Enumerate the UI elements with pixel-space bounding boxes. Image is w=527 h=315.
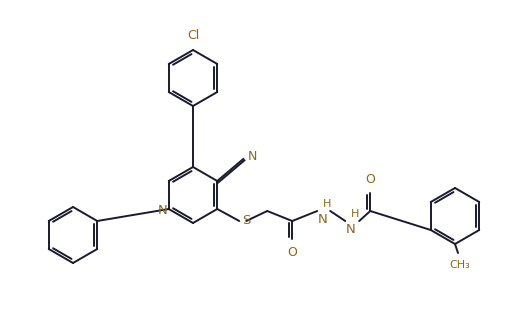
Text: H: H bbox=[323, 199, 331, 209]
Text: N: N bbox=[158, 203, 168, 216]
Text: CH₃: CH₃ bbox=[450, 260, 471, 270]
Text: O: O bbox=[365, 173, 375, 186]
Text: N: N bbox=[346, 223, 356, 236]
Text: O: O bbox=[287, 246, 297, 259]
Text: N: N bbox=[318, 213, 328, 226]
Text: H: H bbox=[352, 209, 359, 219]
Text: Cl: Cl bbox=[187, 29, 199, 42]
Text: N: N bbox=[248, 150, 258, 163]
Text: S: S bbox=[242, 215, 251, 227]
